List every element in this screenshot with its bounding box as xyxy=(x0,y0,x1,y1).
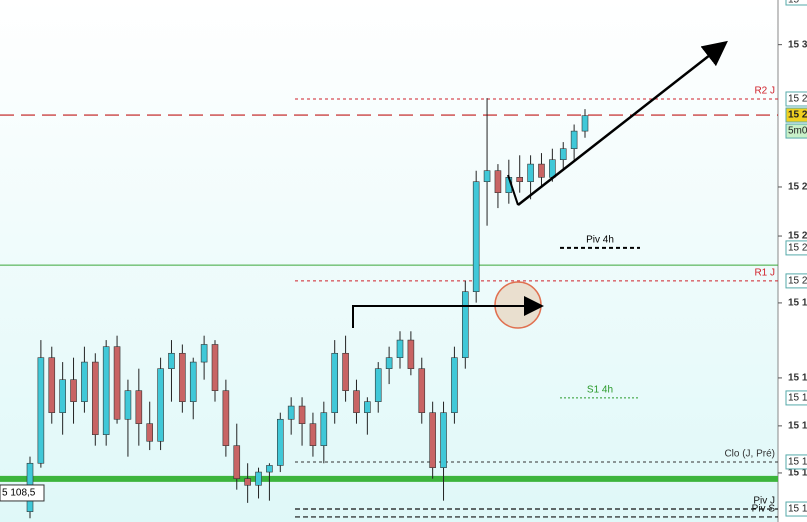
candle-body xyxy=(37,357,45,464)
level-label: R2 J xyxy=(754,86,775,97)
candle-body xyxy=(396,339,404,358)
candle-body xyxy=(385,357,393,369)
y-tick-label: 15 3 xyxy=(788,39,807,50)
axis-label: 15 1 xyxy=(788,393,807,404)
candle-body xyxy=(287,405,295,420)
timer-box xyxy=(785,123,807,139)
candle-body xyxy=(440,412,447,468)
price-axis xyxy=(778,0,807,522)
axis-box xyxy=(785,91,807,107)
candle-body xyxy=(364,401,371,413)
candle-body xyxy=(407,339,415,369)
y-tick-label: 15 1 xyxy=(788,421,807,432)
level-label: Clo (J, Pré) xyxy=(724,449,775,460)
candle-body xyxy=(48,357,56,413)
axis-label: 15 1 xyxy=(788,457,807,468)
y-tick-label: 15 1 xyxy=(788,468,807,479)
candle-body xyxy=(472,181,480,292)
candle-body xyxy=(418,368,426,413)
candle-body xyxy=(494,170,502,193)
candle-body xyxy=(331,352,338,413)
level-label: Piv J xyxy=(753,496,775,507)
candle-body xyxy=(559,148,567,161)
arrow xyxy=(517,40,728,206)
candle-body xyxy=(266,465,273,473)
candle-body xyxy=(189,361,197,402)
candle-body xyxy=(538,163,545,178)
candle-body xyxy=(233,445,241,479)
candle-body xyxy=(135,390,143,424)
candle-body xyxy=(451,357,458,413)
candle-body xyxy=(92,361,99,435)
timer-label: 5m0 xyxy=(788,126,807,137)
candle-body xyxy=(374,368,382,402)
candle-body xyxy=(483,170,491,182)
candle-body xyxy=(211,344,219,391)
candle-body xyxy=(81,361,88,402)
candle-body xyxy=(157,368,164,442)
candle-body xyxy=(549,159,556,178)
axis-label: 15 2 xyxy=(788,94,807,105)
candle-body xyxy=(102,346,110,435)
candle-body xyxy=(168,352,175,369)
candle-body xyxy=(527,163,534,182)
candle-body xyxy=(222,390,230,446)
candle-body xyxy=(124,390,132,420)
candle-body xyxy=(462,291,469,358)
axis-box xyxy=(785,501,807,517)
price-label: 5 108,5 xyxy=(2,488,36,499)
candle-body xyxy=(353,390,360,413)
level-label: Piv S xyxy=(752,504,776,515)
candle-body xyxy=(516,176,523,182)
candle-body xyxy=(429,412,436,468)
level-label: S1 4h xyxy=(587,385,613,396)
axis-label: 15 2 xyxy=(788,243,807,254)
candle-body xyxy=(113,346,121,420)
candle-body xyxy=(244,478,251,486)
axis-label: 15 2 xyxy=(788,276,807,287)
candle-body xyxy=(342,352,349,391)
candle-body xyxy=(298,405,306,424)
candle-body xyxy=(146,423,153,442)
axis-box xyxy=(785,0,807,6)
axis-box xyxy=(785,454,807,470)
y-tick-label: 15 2 xyxy=(788,182,807,193)
candle-body xyxy=(581,115,589,132)
y-tick-label: 15 1 xyxy=(788,298,807,309)
candle-body xyxy=(570,130,578,150)
y-tick-label: 15 2 xyxy=(788,231,807,242)
axis-box xyxy=(785,240,807,256)
candle-body xyxy=(277,418,284,466)
candle-body xyxy=(255,471,262,486)
candle-body xyxy=(70,379,77,402)
arrow xyxy=(352,296,544,328)
y-tick-label: 15 1 xyxy=(788,373,807,384)
candle-body xyxy=(309,423,317,446)
price-box xyxy=(0,484,45,502)
axis-box xyxy=(785,390,807,406)
candle-body xyxy=(320,412,328,446)
axis-label: 15 xyxy=(788,0,800,6)
level-label: R1 J xyxy=(754,268,775,279)
candle-body xyxy=(59,379,66,413)
axis-label: 15 2 xyxy=(788,110,807,121)
trend-line xyxy=(507,174,519,206)
axis-label: 15 1 xyxy=(788,504,807,515)
level-label: Piv 4h xyxy=(586,235,614,246)
axis-box xyxy=(785,107,807,123)
candle-body xyxy=(200,344,208,363)
axis-box xyxy=(785,273,807,289)
candle-body xyxy=(179,352,186,402)
